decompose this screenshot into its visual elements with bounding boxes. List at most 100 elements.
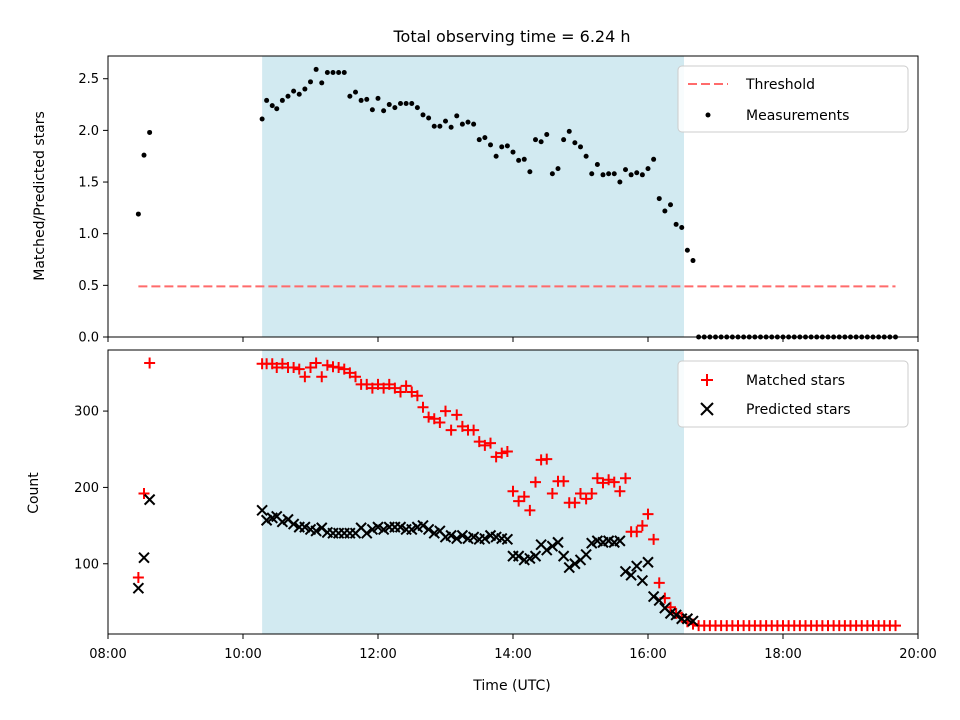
measurement-point — [437, 123, 443, 129]
measurement-point — [521, 156, 527, 162]
ratio-panel: 0.0 0.5 1.0 1.5 2.0 2.5 Matched/Predicted sta… — [32, 55, 919, 346]
predicted-stars-point — [361, 527, 373, 539]
y-tick-label: 300 — [74, 405, 99, 420]
predicted-stars-point — [256, 504, 268, 517]
measurement-point — [499, 144, 505, 150]
predicted-stars-point — [501, 533, 514, 546]
measurement-point — [482, 135, 488, 141]
predicted-stars-point — [422, 523, 435, 536]
matched-stars-point — [541, 453, 553, 465]
measurement-point — [409, 101, 415, 107]
measurement-point — [369, 107, 375, 113]
measurement-point — [308, 79, 313, 85]
x-axis-label: Time (UTC) — [472, 678, 550, 694]
measurement-point — [673, 221, 679, 227]
matched-stars-point — [451, 409, 463, 421]
measurement-point — [583, 153, 589, 159]
measurement-point — [544, 132, 550, 138]
predicted-stars-point — [614, 535, 626, 547]
y-tick-label: 2.0 — [78, 124, 99, 139]
matched-stars-point — [378, 382, 390, 394]
legend-measurements-label: Measurements — [746, 108, 849, 124]
matched-stars-point — [411, 390, 423, 402]
matched-stars-point — [428, 413, 440, 425]
measurement-point — [566, 128, 572, 134]
matched-stars-point — [383, 378, 395, 390]
measurement-point — [274, 106, 280, 112]
predicted-stars-point — [552, 536, 564, 549]
measurement-point — [443, 118, 448, 124]
legend-matched-swatch — [701, 374, 713, 386]
measurement-point — [594, 161, 600, 167]
measurement-point — [465, 119, 471, 125]
x-tick-label: 16:00 — [629, 647, 666, 662]
x-tick-label: 10:00 — [224, 647, 261, 662]
matched-stars-point — [580, 493, 592, 505]
matched-stars-point — [293, 363, 305, 375]
count-legend: Matched stars Predicted stars — [677, 360, 909, 428]
predicted-stars-point — [580, 548, 592, 561]
matched-stars-point — [631, 526, 643, 538]
y-tick-label: 2.5 — [78, 72, 99, 87]
legend-matched-label: Matched stars — [746, 373, 845, 389]
predicted-stars-point — [287, 518, 300, 530]
observing-window-shade — [262, 56, 684, 337]
measurement-point — [269, 103, 275, 109]
matched-stars-point — [569, 497, 581, 509]
predicted-stars-point — [670, 609, 682, 621]
ratio-legend: Threshold Measurements — [677, 65, 909, 133]
measurement-point — [459, 121, 465, 127]
matched-stars-point — [299, 371, 311, 383]
predicted-stars-point — [569, 558, 581, 570]
predicted-stars-point — [625, 569, 637, 581]
y-tick-label: 100 — [74, 557, 99, 572]
legend-predicted-label: Predicted stars — [746, 402, 851, 418]
matched-stars-point — [276, 358, 288, 370]
predicted-stars-point — [653, 594, 665, 607]
measurement-point — [611, 171, 617, 177]
predicted-stars-point — [546, 540, 559, 552]
measurement-point — [549, 171, 555, 177]
measurement-point — [347, 93, 353, 99]
legend-predicted-swatch — [700, 402, 714, 416]
matched-stars-point — [400, 380, 412, 392]
x-tick-label: 18:00 — [764, 647, 801, 662]
predicted-stars-point — [631, 560, 643, 572]
matched-stars-point — [507, 485, 519, 497]
measurement-point — [324, 70, 330, 76]
legend-threshold-label: Threshold — [745, 77, 815, 93]
observing-window-shade — [262, 350, 684, 634]
measurement-point — [493, 153, 499, 159]
measurement-point — [628, 172, 634, 178]
matched-stars-point — [310, 357, 322, 369]
matched-stars-point — [445, 424, 457, 436]
predicted-stars-point — [563, 561, 575, 574]
y-tick-label: 0.5 — [78, 279, 99, 294]
measurement-point — [403, 101, 409, 107]
measurement-point — [392, 105, 398, 111]
predicted-stars-point — [143, 493, 156, 506]
measurement-point — [285, 93, 291, 99]
measurement-point — [533, 137, 538, 143]
matched-stars-point — [366, 382, 378, 394]
matched-stars-point — [395, 386, 406, 398]
predicted-stars-point — [479, 532, 491, 545]
measurement-point — [589, 171, 595, 177]
measurement-point — [476, 137, 482, 143]
matched-stars-point — [513, 495, 525, 507]
measurement-point — [471, 121, 477, 127]
matched-stars-point — [603, 474, 615, 486]
predicted-stars-point — [456, 529, 469, 542]
measurement-point — [330, 70, 336, 76]
matched-stars-point — [456, 420, 468, 432]
matched-stars-point — [406, 386, 418, 398]
count-panel: 08:00 10:00 12:00 14:00 16:00 18:00 20:00 100 20… — [26, 349, 937, 694]
measurement-point — [651, 156, 657, 162]
measurement-point — [296, 91, 302, 97]
measurement-point — [684, 247, 690, 253]
measurement-point — [679, 224, 685, 230]
predicted-stars-point — [417, 519, 429, 532]
x-tick-label: 12:00 — [359, 647, 396, 662]
measurement-point — [398, 101, 403, 107]
measurement-point — [645, 166, 651, 172]
